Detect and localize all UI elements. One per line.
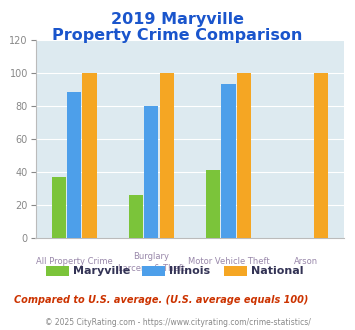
Text: Illinois: Illinois	[169, 266, 211, 276]
Text: National: National	[251, 266, 304, 276]
Text: All Property Crime: All Property Crime	[36, 257, 113, 266]
Bar	[160, 73, 174, 238]
Bar	[222, 84, 236, 238]
Text: Compared to U.S. average. (U.S. average equals 100): Compared to U.S. average. (U.S. average …	[14, 295, 308, 305]
Bar	[82, 73, 97, 238]
Bar	[237, 73, 251, 238]
Bar	[206, 170, 220, 238]
Bar	[67, 92, 81, 238]
Text: Motor Vehicle Theft: Motor Vehicle Theft	[188, 257, 269, 266]
Text: 2019 Maryville: 2019 Maryville	[111, 12, 244, 26]
Bar	[51, 177, 66, 238]
Bar	[314, 73, 328, 238]
Bar	[144, 106, 158, 238]
Text: Property Crime Comparison: Property Crime Comparison	[52, 28, 303, 43]
Bar	[129, 195, 143, 238]
Text: Burglary: Burglary	[133, 252, 169, 261]
Text: Maryville: Maryville	[73, 266, 131, 276]
Text: Arson: Arson	[294, 257, 318, 266]
Text: Larceny & Theft: Larceny & Theft	[118, 264, 185, 273]
Text: © 2025 CityRating.com - https://www.cityrating.com/crime-statistics/: © 2025 CityRating.com - https://www.city…	[45, 318, 310, 327]
